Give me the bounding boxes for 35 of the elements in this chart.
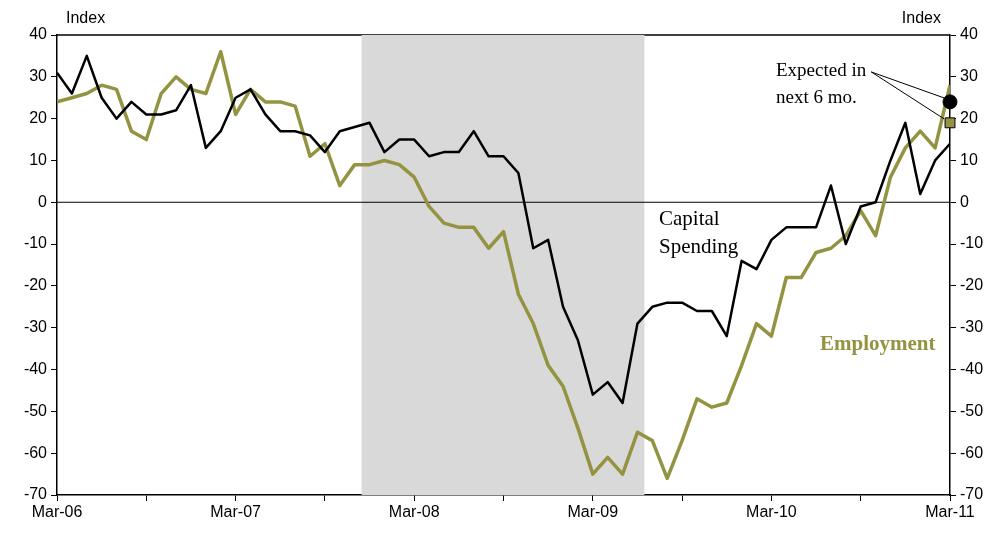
y2-tick-label: -10 bbox=[960, 234, 984, 252]
y-tick-label: 40 bbox=[29, 25, 48, 43]
y2-tick-label: 10 bbox=[960, 150, 978, 168]
annotation: Expected in next 6 mo. bbox=[776, 58, 867, 107]
x-tick-label: Mar-08 bbox=[388, 503, 440, 521]
y2-tick-label: 20 bbox=[960, 109, 978, 127]
y2-tick-label: 30 bbox=[960, 67, 978, 85]
y-tick-label: 20 bbox=[29, 109, 48, 127]
x-tick-label: Mar-11 bbox=[925, 503, 975, 521]
y-tick-label: -60 bbox=[23, 443, 48, 461]
y-tick-label: -10 bbox=[23, 234, 48, 252]
y-tick-label: 30 bbox=[29, 67, 48, 85]
y2-tick-label: -30 bbox=[960, 318, 984, 336]
y2-tick-label: 0 bbox=[960, 192, 969, 210]
x-tick-label: Mar-07 bbox=[210, 503, 262, 521]
y-tick-label: 0 bbox=[38, 192, 48, 210]
x-tick-label: Mar-09 bbox=[567, 503, 619, 521]
text: Employment bbox=[820, 331, 936, 355]
y-tick-label: -50 bbox=[23, 401, 48, 419]
y2-tick-label: -40 bbox=[960, 359, 984, 377]
y-tick-label: -40 bbox=[23, 359, 48, 377]
y-axis-title: Index bbox=[66, 9, 106, 27]
y2-tick-label: -60 bbox=[960, 443, 984, 461]
y-tick-label: -70 bbox=[23, 485, 48, 503]
y2-tick-label: -70 bbox=[960, 485, 984, 503]
series-label: Capital Spending bbox=[659, 206, 739, 258]
x-tick-label: Mar-10 bbox=[746, 503, 797, 521]
y2-tick-label: 40 bbox=[960, 25, 978, 43]
x-tick-label: Mar-06 bbox=[31, 503, 83, 521]
y-tick-label: -30 bbox=[23, 318, 48, 336]
y2-tick-label: -50 bbox=[960, 401, 984, 419]
y2-axis-title: Index bbox=[901, 9, 941, 27]
y2-tick-label: -20 bbox=[960, 276, 984, 294]
y-tick-label: 10 bbox=[29, 150, 48, 168]
y-tick-label: -20 bbox=[23, 276, 48, 294]
